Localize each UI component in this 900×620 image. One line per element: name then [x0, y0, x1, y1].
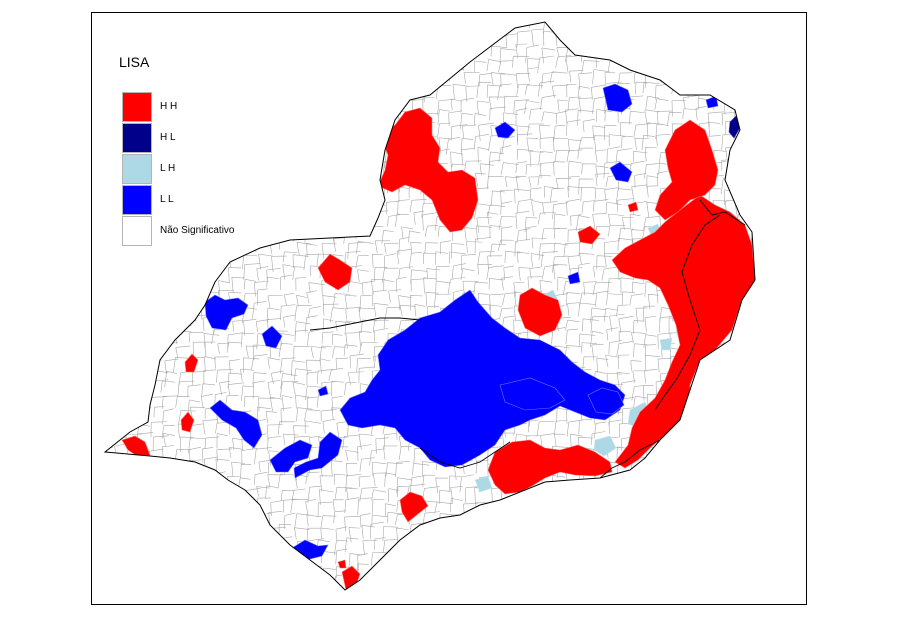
- ll-clusters: [204, 83, 719, 561]
- legend-swatch: [122, 92, 152, 122]
- hl-clusters: [728, 115, 741, 139]
- legend-item-nao-significativo: Não Significativo: [122, 216, 342, 246]
- lh-cluster-g: [659, 337, 673, 351]
- hh-cluster-north: [377, 107, 479, 233]
- legend-label: H L: [160, 132, 176, 143]
- ll-cluster-tiny-b: [317, 385, 329, 397]
- ll-cluster-tiny-a: [705, 95, 719, 109]
- hl-cluster-northeast: [728, 115, 741, 139]
- lh-cluster-c: [593, 435, 617, 457]
- ll-cluster-north-b: [494, 121, 516, 139]
- legend-label: L H: [160, 163, 176, 174]
- ll-cluster-northeast: [609, 161, 633, 183]
- legend-swatch: [122, 154, 152, 184]
- ll-cluster-north-a: [602, 83, 633, 113]
- hh-clusters: [121, 107, 755, 590]
- hh-cluster-south-a: [399, 491, 429, 523]
- legend-label: H H: [160, 101, 178, 112]
- legend-title: LISA: [119, 54, 150, 70]
- ll-cluster-northwest: [204, 294, 249, 331]
- hh-cluster-south-c: [337, 559, 347, 569]
- legend-item-lh: L H: [122, 154, 342, 184]
- hh-cluster-west-tip: [121, 435, 151, 459]
- ll-cluster-west-a: [261, 325, 283, 349]
- legend-label: Não Significativo: [160, 225, 235, 236]
- legend-item-hl: H L: [122, 123, 342, 153]
- hh-cluster-west-b: [180, 411, 195, 433]
- hh-cluster-small-b: [627, 201, 639, 213]
- region-outline: [103, 21, 756, 591]
- ll-cluster-south-b: [293, 431, 343, 479]
- legend-swatch: [122, 185, 152, 215]
- legend-label: L L: [160, 194, 174, 205]
- lh-cluster-d: [474, 475, 493, 493]
- legend-swatch: [122, 216, 152, 246]
- legend-item-ll: L L: [122, 185, 342, 215]
- hh-cluster-southeast: [487, 439, 613, 495]
- hh-cluster-center-north: [317, 253, 353, 291]
- hh-cluster-center: [517, 287, 563, 337]
- legend-item-hh: H H: [122, 92, 342, 122]
- ll-cluster-small: [567, 271, 581, 285]
- ll-cluster-south-a: [269, 439, 313, 473]
- hh-cluster-west-a: [184, 353, 199, 373]
- ll-cluster-central: [339, 289, 626, 468]
- ll-cluster-east: [587, 387, 625, 415]
- ll-cluster-central-b: [499, 377, 566, 411]
- hh-cluster-northeast: [654, 119, 719, 221]
- state-borders: [309, 199, 746, 479]
- ll-cluster-west-b: [209, 399, 263, 449]
- legend-swatch: [122, 123, 152, 153]
- map-frame: [91, 12, 807, 605]
- hh-cluster-small-a: [577, 225, 601, 245]
